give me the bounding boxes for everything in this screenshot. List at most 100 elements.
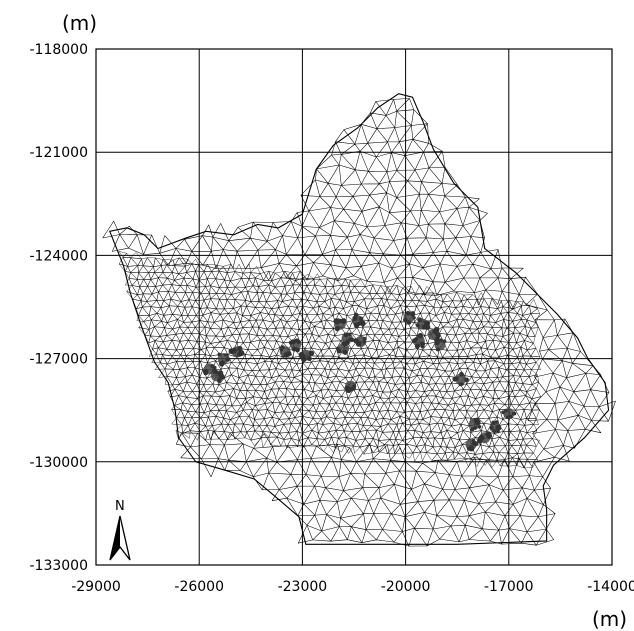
refinement-node [334,325,341,332]
refinement-node [412,316,416,320]
refinement-node [288,340,293,345]
refinement-node [420,344,425,349]
refinement-node [344,332,349,338]
refinement-node [501,410,505,415]
refinement-node [280,345,285,350]
x-tick-label: -23000 [278,579,328,595]
refinement-node [287,351,292,356]
refinement-node [434,340,438,344]
refinement-node [442,339,447,344]
refinement-node [352,387,356,391]
refinement-node [359,320,366,327]
refinement-node [485,433,490,438]
refinement-node [494,420,499,424]
refinement-node [213,369,218,375]
finite-element-mesh [102,93,616,547]
refinement-node [340,318,347,325]
refinement-node [411,338,417,344]
refinement-node [217,352,221,357]
mesh-elements [102,98,616,547]
y-tick-label: -127000 [30,352,89,368]
refinement-node [358,316,364,321]
refinement-node [417,332,424,339]
refinement-node [403,317,408,323]
x-tick-label: -26000 [174,579,224,595]
north-arrow-label: N [115,499,125,514]
refinement-node [349,337,355,343]
refinement-node [424,324,431,330]
refinement-node [406,320,412,325]
mesh-refinement-clusters [202,310,517,452]
refinement-node [417,317,423,323]
x-axis-unit: (m) [592,607,627,631]
refinement-node [353,338,359,344]
refinement-node [306,356,312,362]
refinement-node [308,350,315,356]
x-tick-label: -17000 [484,579,534,595]
refinement-node [237,351,243,357]
refinement-node [353,322,360,328]
refinement-node [347,332,352,336]
refinement-node [414,343,420,349]
refinement-node [473,441,478,446]
refinement-node [212,365,217,370]
refinement-node [410,311,415,316]
refinement-node [504,408,508,413]
domain-boundary [109,93,610,545]
refinement-node [415,323,420,328]
refinement-node [459,371,464,377]
refinement-node [458,382,463,387]
refinement-node [363,336,367,341]
refinement-node [298,351,305,358]
refinement-node [405,310,411,316]
refinement-node [435,347,440,352]
refinement-node [424,320,429,325]
refinement-node [439,338,443,342]
refinement-node [454,376,459,381]
refinement-node [353,312,359,318]
refinement-node [476,420,481,425]
y-tick-label: -121000 [30,145,89,161]
plot-frame [95,48,613,566]
refinement-node [495,424,502,431]
refinement-node [237,345,243,352]
refinement-node [491,420,496,425]
refinement-node [217,370,224,377]
north-arrow-shade [110,516,120,560]
y-axis-unit: (m) [62,11,97,35]
refinement-node [341,341,346,346]
refinement-node [489,425,494,430]
refinement-node [511,411,516,416]
refinement-node [505,415,510,420]
refinement-node [464,377,469,383]
refinement-node [471,438,476,443]
refinement-node [342,349,348,355]
x-axis-ticks: -29000 -26000 -23000 -20000 -17000 -14000 [71,579,634,595]
refinement-node [508,414,513,419]
x-tick-label: -29000 [71,579,121,595]
y-tick-label: -133000 [30,558,89,574]
refinement-node [435,332,440,337]
y-tick-label: -130000 [30,455,89,471]
refinement-node [224,353,228,357]
refinement-node [294,338,299,343]
refinement-cluster [455,373,467,385]
refinement-node [434,329,438,334]
refinement-node [231,347,237,354]
y-axis-ticks: -118000 -121000 -124000 -127000 -130000 -1330… [30,42,89,574]
refinement-node [345,387,349,391]
refinement-node [334,319,340,325]
refinement-node [202,368,209,375]
x-tick-label: -14000 [587,579,634,595]
refinement-node [362,340,366,344]
refinement-node [470,427,475,432]
x-tick-label: -20000 [381,579,431,595]
refinement-node [220,360,224,364]
refinement-node [336,346,340,351]
refinement-node [466,446,471,451]
north-arrow: N [109,499,131,561]
refinement-node [477,425,482,429]
y-tick-label: -118000 [30,42,89,58]
refinement-node [225,357,231,362]
